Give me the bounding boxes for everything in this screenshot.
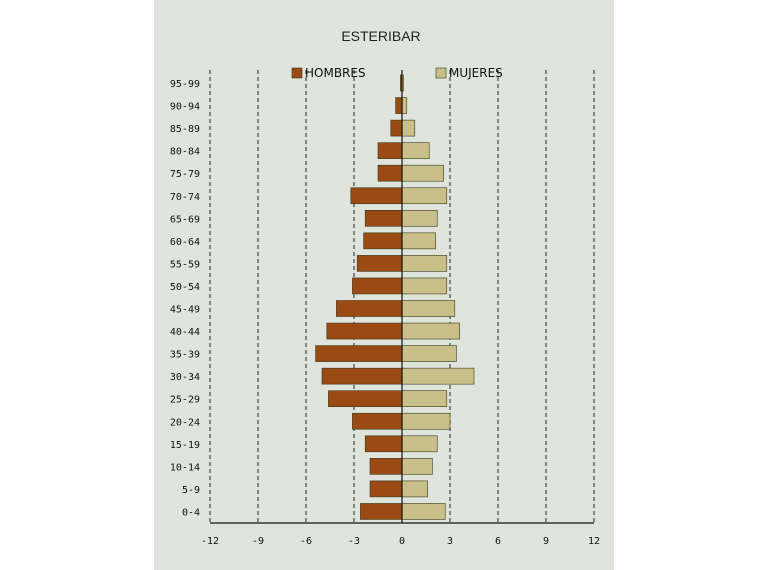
y-tick-label-50-54: 50-54 <box>170 282 200 293</box>
bar-hombres-70-74 <box>350 187 403 205</box>
bar-hombres-0-4 <box>360 503 403 520</box>
bar-hombres-75-79 <box>377 164 403 182</box>
bar-mujeres-65-69 <box>401 210 438 227</box>
bar-mujeres-30-34 <box>401 367 475 385</box>
bar-mujeres-20-24 <box>401 412 451 430</box>
legend-swatch-mujeres <box>435 67 447 79</box>
bar-hombres-85-89 <box>390 119 403 137</box>
legend: HOMBRES MUJERES <box>291 66 503 80</box>
bar-mujeres-80-84 <box>401 142 430 159</box>
bar-hombres-80-84 <box>377 142 403 159</box>
y-tick-label-30-34: 30-34 <box>170 372 200 383</box>
bar-mujeres-10-14 <box>401 458 433 475</box>
legend-label-mujeres: MUJERES <box>449 66 503 80</box>
bar-mujeres-60-64 <box>401 232 436 250</box>
y-tick-label-85-89: 85-89 <box>170 124 200 135</box>
bar-hombres-55-59 <box>356 255 403 272</box>
bar-hombres-25-29 <box>328 390 403 408</box>
x-tick-label-8: 12 <box>588 536 600 547</box>
bar-mujeres-85-89 <box>401 119 416 137</box>
bar-hombres-50-54 <box>352 277 403 295</box>
x-tick-label-1: -9 <box>252 536 264 547</box>
y-tick-label-25-29: 25-29 <box>170 395 200 406</box>
bar-hombres-30-34 <box>321 367 403 385</box>
y-tick-label-55-59: 55-59 <box>170 259 200 270</box>
y-tick-label-80-84: 80-84 <box>170 147 200 158</box>
y-tick-label-75-79: 75-79 <box>170 169 200 180</box>
y-tick-label-15-19: 15-19 <box>170 440 200 451</box>
x-tick-label-5: 3 <box>447 536 453 547</box>
bar-hombres-15-19 <box>364 435 403 453</box>
bar-mujeres-40-44 <box>401 322 460 340</box>
y-tick-label-40-44: 40-44 <box>170 327 200 338</box>
y-tick-label-0-4: 0-4 <box>182 507 200 518</box>
bar-hombres-60-64 <box>363 232 403 250</box>
bar-mujeres-5-9 <box>401 480 428 498</box>
bar-mujeres-55-59 <box>401 255 448 272</box>
bar-mujeres-0-4 <box>401 503 446 520</box>
bar-hombres-5-9 <box>369 480 403 498</box>
bars <box>315 74 475 520</box>
y-tick-label-20-24: 20-24 <box>170 417 200 428</box>
legend-label-hombres: HOMBRES <box>305 66 366 80</box>
legend-swatch-hombres <box>291 67 303 79</box>
x-tick-label-7: 9 <box>543 536 549 547</box>
bar-mujeres-50-54 <box>401 277 448 295</box>
bar-mujeres-75-79 <box>401 164 444 182</box>
bar-mujeres-25-29 <box>401 390 448 408</box>
population-pyramid-chart: ESTERIBAR 95-99 90-94 85-89 80-84 75-79 70-74… <box>170 28 600 547</box>
y-tick-label-35-39: 35-39 <box>170 350 200 361</box>
chart-panel: ESTERIBAR 95-99 90-94 85-89 80-84 75-79 70-74… <box>154 0 614 570</box>
y-tick-label-10-14: 10-14 <box>170 462 200 473</box>
bar-mujeres-70-74 <box>401 187 448 205</box>
x-axis <box>210 70 594 524</box>
x-tick-label-3: -3 <box>348 536 360 547</box>
x-tick-label-6: 6 <box>495 536 501 547</box>
chart-title: ESTERIBAR <box>341 28 420 44</box>
bar-hombres-35-39 <box>315 345 403 362</box>
bar-mujeres-35-39 <box>401 345 457 362</box>
y-tick-label-45-49: 45-49 <box>170 305 200 316</box>
bar-hombres-20-24 <box>352 412 403 430</box>
bar-mujeres-90-94 <box>401 97 408 114</box>
y-tick-label-90-94: 90-94 <box>170 102 200 113</box>
bar-hombres-45-49 <box>336 300 403 317</box>
bar-hombres-65-69 <box>364 210 403 227</box>
y-tick-label-60-64: 60-64 <box>170 237 200 248</box>
bar-hombres-10-14 <box>369 458 403 475</box>
y-tick-label-95-99: 95-99 <box>170 79 200 90</box>
x-tick-labels: -12 -9 -6 -3 0 3 6 9 12 <box>201 536 600 547</box>
bar-mujeres-15-19 <box>401 435 438 453</box>
y-tick-label-5-9: 5-9 <box>182 485 200 496</box>
bar-hombres-40-44 <box>326 322 403 340</box>
y-tick-label-65-69: 65-69 <box>170 214 200 225</box>
x-tick-label-4: 0 <box>399 536 405 547</box>
y-tick-label-70-74: 70-74 <box>170 192 200 203</box>
bar-mujeres-45-49 <box>401 300 456 317</box>
bar-hombres-90-94 <box>395 97 403 114</box>
x-tick-label-0: -12 <box>201 536 219 547</box>
y-axis-labels: 95-99 90-94 85-89 80-84 75-79 70-74 65-69 60-64… <box>170 79 200 518</box>
x-tick-label-2: -6 <box>300 536 312 547</box>
